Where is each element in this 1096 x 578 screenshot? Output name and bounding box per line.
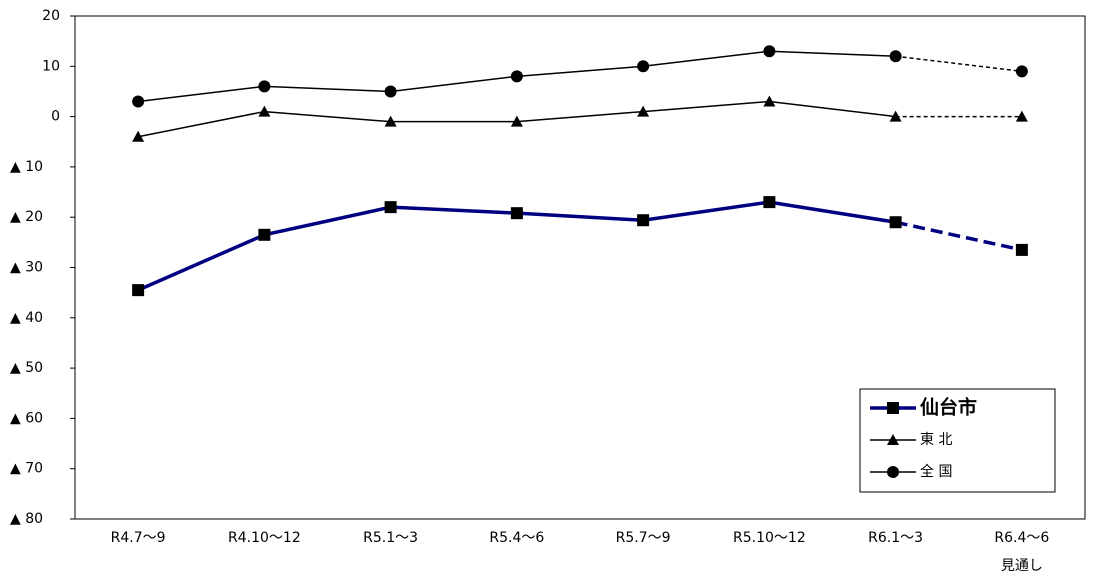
data-point — [889, 216, 902, 229]
data-point — [510, 207, 523, 220]
data-point — [384, 115, 397, 127]
y-tick-label: ▲ 70 — [10, 461, 43, 477]
data-point — [258, 105, 271, 117]
x-tick-label: R4.7～9 — [111, 530, 166, 546]
data-point — [637, 60, 650, 73]
legend-marker — [887, 466, 899, 478]
legend-label: 東 北 — [920, 432, 952, 448]
x-tick-label: R6.1～3 — [868, 530, 923, 546]
data-point — [132, 95, 145, 108]
data-point — [510, 70, 523, 83]
y-tick-label: ▲ 80 — [10, 511, 43, 527]
data-point — [258, 228, 271, 241]
y-tick-label: ▲ 40 — [10, 310, 43, 326]
series-line — [895, 220, 1023, 252]
data-point — [1015, 65, 1028, 78]
data-point — [889, 50, 902, 63]
data-point — [637, 214, 650, 227]
data-point — [510, 115, 523, 127]
y-tick-label: ▲ 10 — [10, 159, 43, 175]
y-tick-label: 10 — [42, 58, 60, 74]
x-tick-label: R4.10～12 — [228, 530, 301, 546]
x-tick-note: 見通し — [1001, 558, 1043, 574]
y-tick-label: ▲ 60 — [10, 410, 43, 426]
legend-marker — [887, 402, 899, 414]
data-point — [258, 80, 271, 93]
x-tick-label: R5.4～6 — [489, 530, 544, 546]
data-point — [1015, 243, 1028, 256]
x-tick-label: R5.1～3 — [363, 530, 418, 546]
data-point — [384, 201, 397, 214]
y-tick-label: ▲ 20 — [10, 209, 43, 225]
y-tick-label: 0 — [51, 109, 60, 125]
legend-label: 仙台市 — [920, 396, 977, 419]
data-point — [384, 85, 397, 98]
legend-label: 全 国 — [920, 463, 952, 480]
x-tick-label: R5.7～9 — [616, 530, 671, 546]
y-tick-label: ▲ 30 — [10, 260, 43, 276]
data-point — [763, 45, 776, 58]
x-tick-label: R6.4～6 — [994, 530, 1049, 546]
data-point — [1015, 110, 1028, 122]
x-tick-label: R5.10～12 — [733, 530, 806, 546]
data-point — [637, 105, 650, 117]
y-tick-label: ▲ 50 — [10, 360, 43, 376]
data-point — [763, 95, 776, 107]
data-point — [763, 196, 776, 209]
series-line — [895, 55, 1022, 73]
y-tick-label: 20 — [42, 8, 60, 24]
data-point — [889, 110, 902, 122]
data-point — [132, 284, 145, 297]
legend-marker — [887, 434, 899, 445]
data-point — [132, 130, 145, 142]
